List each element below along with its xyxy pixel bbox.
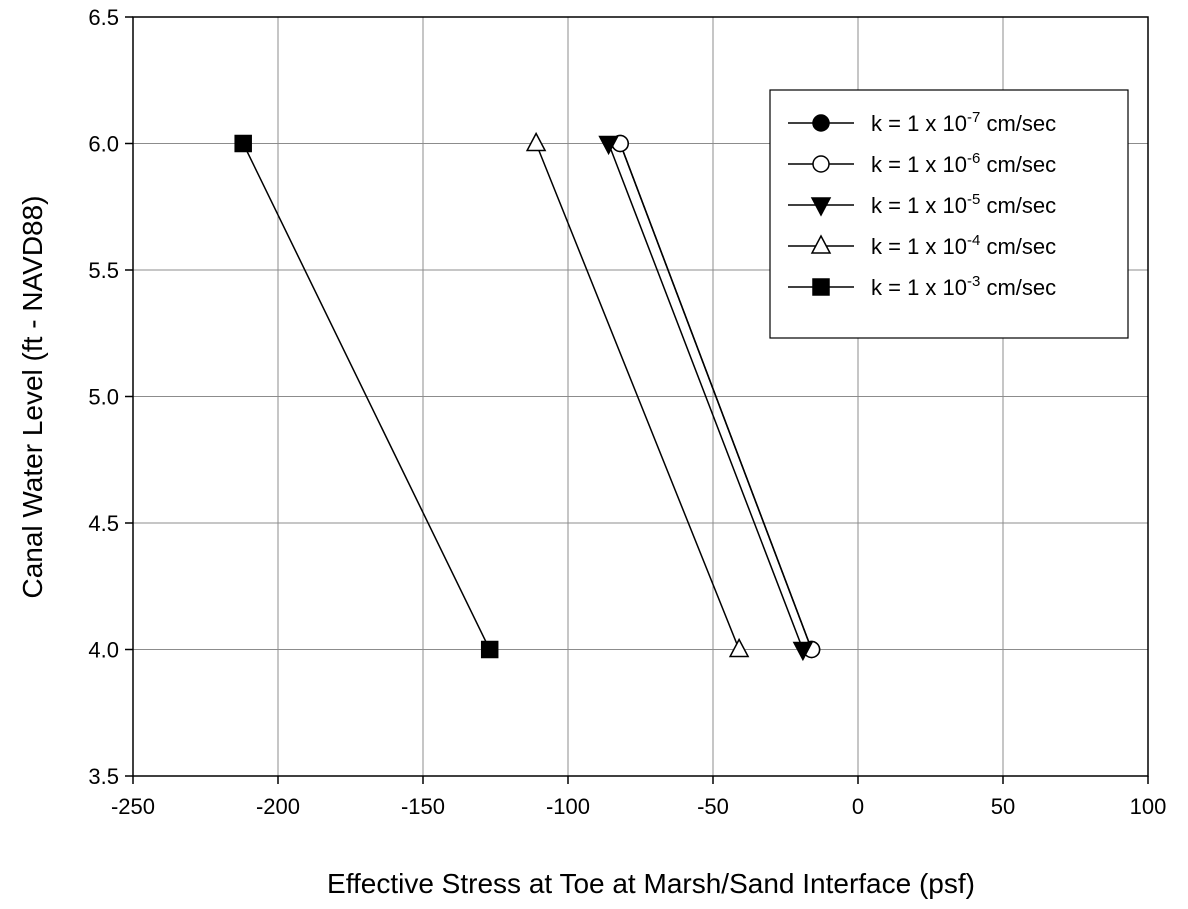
- legend-marker: [810, 197, 832, 217]
- series-3: [598, 135, 814, 662]
- x-tick-labels: -250 -200 -150 -100 -50 0 50 100: [111, 794, 1166, 819]
- series-layer: [234, 131, 821, 662]
- legend-marker: [812, 155, 830, 173]
- x-tick-label: -200: [256, 794, 300, 819]
- legend-label: k = 1 x 10-7 cm/sec: [871, 109, 1056, 136]
- x-tick-label: -100: [546, 794, 590, 819]
- legend-item: k = 1 x 10-7 cm/sec: [788, 109, 1056, 136]
- legend-item: k = 1 x 10-5 cm/sec: [788, 191, 1056, 218]
- series-line: [535, 143, 740, 650]
- x-tick-label: 50: [991, 794, 1015, 819]
- x-axis-title: Effective Stress at Toe at Marsh/Sand In…: [327, 868, 975, 899]
- data-point: [792, 641, 814, 662]
- axis-ticks: [125, 16, 1149, 784]
- series-5: [234, 134, 499, 659]
- y-tick-label: 5.0: [88, 385, 119, 410]
- legend: k = 1 x 10-7 cm/sec k = 1 x 10-6 cm/sec k …: [769, 89, 1129, 339]
- legend-marker: [812, 114, 830, 132]
- y-tick-label: 4.0: [88, 638, 119, 663]
- series-line: [607, 143, 804, 650]
- y-tick-label: 3.5: [88, 764, 119, 789]
- legend-marker: [810, 234, 832, 254]
- data-point: [480, 640, 499, 659]
- x-tick-label: -50: [697, 794, 729, 819]
- x-tick-label: 100: [1130, 794, 1167, 819]
- data-point: [598, 135, 619, 156]
- legend-item: k = 1 x 10-4 cm/sec: [788, 232, 1056, 259]
- legend-marker: [812, 278, 830, 296]
- series-line: [619, 143, 813, 650]
- y-tick-labels: 3.5 4.0 4.5 5.0 5.5 6.0 6.5: [88, 5, 119, 789]
- series-line: [242, 143, 491, 650]
- legend-item: k = 1 x 10-6 cm/sec: [788, 150, 1056, 177]
- x-tick-label: -250: [111, 794, 155, 819]
- y-tick-label: 6.0: [88, 132, 119, 157]
- series-4: [525, 131, 750, 658]
- legend-box: [769, 89, 1129, 339]
- legend-label: k = 1 x 10-5 cm/sec: [871, 191, 1056, 218]
- legend-label: k = 1 x 10-4 cm/sec: [871, 232, 1056, 259]
- data-point: [234, 134, 252, 153]
- legend-label: k = 1 x 10-6 cm/sec: [871, 150, 1056, 177]
- legend-item: k = 1 x 10-3 cm/sec: [788, 273, 1056, 300]
- x-tick-label: 0: [852, 794, 864, 819]
- y-axis-title: Canal Water Level (ft - NAVD88): [17, 195, 48, 598]
- y-tick-label: 6.5: [88, 5, 119, 30]
- y-tick-label: 5.5: [88, 258, 119, 283]
- x-tick-label: -150: [401, 794, 445, 819]
- legend-label: k = 1 x 10-3 cm/sec: [871, 273, 1056, 300]
- data-point: [728, 637, 750, 658]
- y-tick-label: 4.5: [88, 511, 119, 536]
- data-point: [525, 131, 547, 152]
